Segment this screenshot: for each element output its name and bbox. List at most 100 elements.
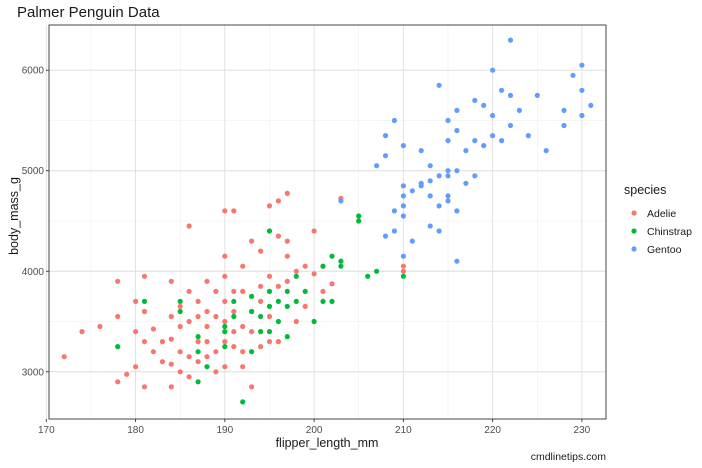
data-point-adelie bbox=[329, 281, 335, 287]
data-point-gentoo bbox=[400, 183, 406, 189]
data-point-gentoo bbox=[490, 112, 496, 119]
y-axis-title: body_mass_g bbox=[7, 177, 21, 255]
data-point-gentoo bbox=[472, 173, 478, 179]
plot-panel bbox=[45, 24, 607, 420]
data-point-gentoo bbox=[427, 223, 433, 229]
data-point-adelie bbox=[133, 298, 139, 304]
data-point-adelie bbox=[141, 384, 148, 390]
data-point-chinstrap bbox=[266, 228, 273, 234]
data-point-gentoo bbox=[561, 107, 567, 113]
data-point-gentoo bbox=[409, 188, 415, 194]
data-point-gentoo bbox=[481, 102, 487, 108]
data-point-adelie bbox=[141, 339, 148, 345]
data-point-adelie bbox=[204, 308, 210, 315]
data-point-gentoo bbox=[507, 37, 514, 43]
data-point-adelie bbox=[186, 288, 192, 294]
data-point-adelie bbox=[293, 268, 299, 274]
data-point-adelie bbox=[222, 273, 228, 279]
y-tick-label: 6000 bbox=[22, 66, 45, 77]
data-point-gentoo bbox=[400, 193, 406, 199]
data-point-chinstrap bbox=[258, 313, 264, 320]
data-point-chinstrap bbox=[302, 288, 308, 294]
data-point-gentoo bbox=[472, 97, 478, 103]
data-point-adelie bbox=[302, 303, 308, 309]
data-point-gentoo bbox=[445, 168, 451, 174]
data-point-chinstrap bbox=[338, 258, 344, 264]
data-point-gentoo bbox=[454, 258, 460, 264]
data-point-chinstrap bbox=[177, 298, 183, 304]
data-point-adelie bbox=[159, 359, 165, 365]
data-point-gentoo bbox=[445, 198, 451, 204]
data-point-chinstrap bbox=[320, 263, 326, 269]
data-point-gentoo bbox=[400, 143, 406, 149]
data-point-gentoo bbox=[400, 253, 406, 259]
data-point-gentoo bbox=[400, 203, 406, 209]
data-point-adelie bbox=[284, 190, 290, 196]
data-point-adelie bbox=[168, 336, 174, 342]
data-point-gentoo bbox=[382, 153, 389, 159]
data-point-gentoo bbox=[463, 148, 469, 154]
data-point-chinstrap bbox=[222, 329, 228, 335]
data-point-adelie bbox=[266, 339, 273, 345]
x-axis: 170 180 190 200 210 220 230 bbox=[38, 419, 591, 436]
panel-border bbox=[48, 24, 607, 420]
data-point-gentoo bbox=[525, 133, 531, 139]
x-tick-label: 230 bbox=[574, 425, 591, 436]
data-point-gentoo bbox=[445, 117, 451, 124]
data-point-gentoo bbox=[454, 127, 460, 134]
data-point-gentoo bbox=[481, 143, 487, 149]
legend-key-chinstrap bbox=[631, 228, 637, 234]
data-point-gentoo bbox=[374, 163, 380, 169]
data-point-adelie bbox=[79, 329, 85, 335]
data-point-gentoo bbox=[445, 193, 451, 199]
data-point-gentoo bbox=[418, 183, 424, 189]
data-point-gentoo bbox=[516, 107, 523, 113]
data-point-adelie bbox=[240, 263, 246, 269]
data-point-chinstrap bbox=[329, 298, 335, 304]
data-point-adelie bbox=[231, 344, 237, 350]
data-point-chinstrap bbox=[320, 298, 326, 304]
data-point-adelie bbox=[150, 326, 156, 332]
data-point-chinstrap bbox=[249, 349, 255, 355]
data-point-adelie bbox=[213, 288, 219, 294]
data-point-adelie bbox=[141, 273, 148, 279]
data-point-chinstrap bbox=[249, 293, 255, 299]
data-point-gentoo bbox=[418, 148, 424, 154]
data-point-chinstrap bbox=[266, 303, 273, 309]
data-point-gentoo bbox=[409, 238, 415, 244]
data-point-chinstrap bbox=[195, 349, 201, 355]
data-point-chinstrap bbox=[356, 213, 362, 219]
x-axis-title: flipper_length_mm bbox=[276, 436, 379, 450]
data-point-adelie bbox=[231, 208, 237, 214]
data-point-adelie bbox=[195, 359, 201, 365]
data-point-adelie bbox=[115, 278, 121, 284]
data-point-chinstrap bbox=[338, 263, 344, 269]
data-point-chinstrap bbox=[365, 273, 371, 279]
data-point-adelie bbox=[204, 354, 210, 360]
legend-item-chinstrap: Chinstrap bbox=[631, 226, 692, 238]
legend-key-gentoo bbox=[631, 246, 637, 252]
chart-title: Palmer Penguin Data bbox=[17, 4, 160, 21]
panel-background bbox=[49, 25, 606, 419]
data-point-adelie bbox=[177, 349, 183, 355]
data-point-adelie bbox=[124, 371, 130, 377]
data-point-gentoo bbox=[490, 67, 496, 73]
data-point-gentoo bbox=[543, 148, 549, 154]
y-tick-label: 4000 bbox=[22, 267, 45, 278]
data-point-adelie bbox=[186, 223, 192, 229]
data-point-gentoo bbox=[579, 112, 585, 119]
data-point-adelie bbox=[213, 349, 219, 355]
data-point-chinstrap bbox=[329, 253, 335, 259]
data-point-chinstrap bbox=[195, 379, 201, 385]
data-point-adelie bbox=[115, 379, 121, 385]
data-point-adelie bbox=[258, 344, 264, 350]
data-point-chinstrap bbox=[115, 344, 121, 350]
data-point-adelie bbox=[231, 288, 237, 294]
data-point-chinstrap bbox=[266, 288, 273, 294]
data-point-adelie bbox=[168, 384, 174, 390]
data-point-adelie bbox=[204, 339, 210, 345]
data-point-chinstrap bbox=[400, 273, 406, 279]
data-point-gentoo bbox=[436, 228, 442, 234]
legend-key-adelie bbox=[631, 210, 637, 216]
data-point-adelie bbox=[97, 323, 103, 330]
